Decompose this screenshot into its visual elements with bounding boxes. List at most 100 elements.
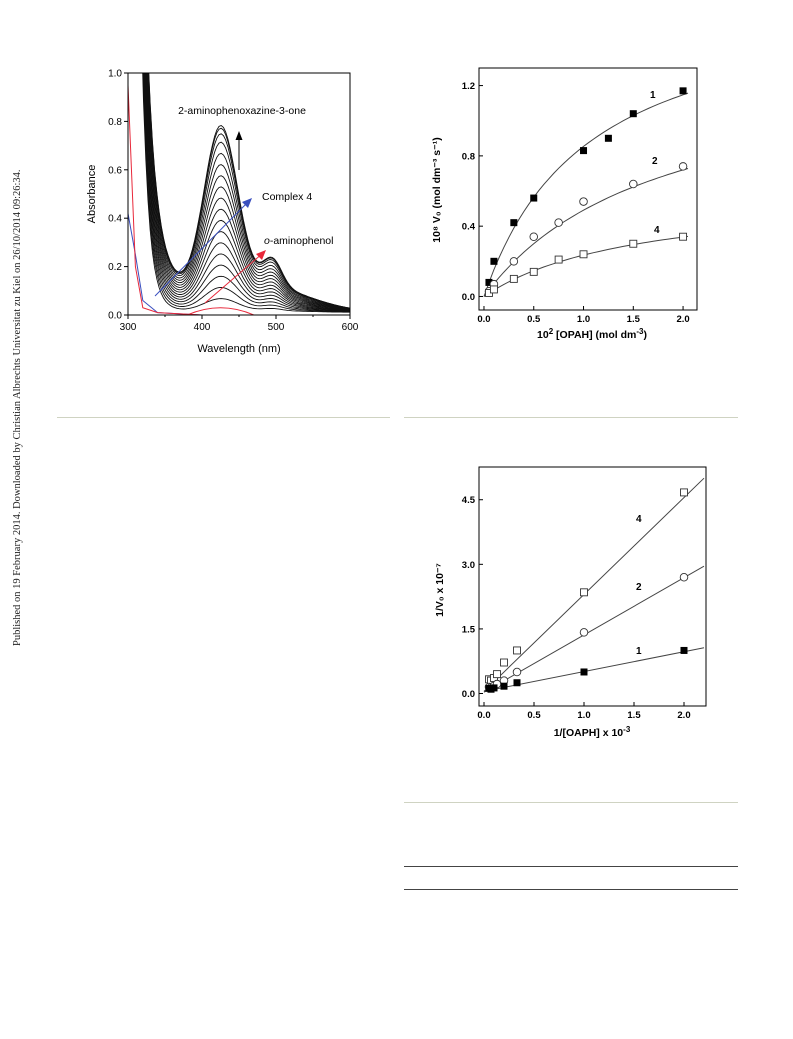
plot-frame (478, 466, 707, 707)
reference-spectrum-o-aminophenol (128, 85, 350, 315)
separator-right-2 (404, 802, 738, 803)
data-point-series-4 (579, 250, 588, 259)
fit-line-series-4 (483, 477, 705, 692)
spectrum-trace-8 (144, 73, 350, 311)
y-tick-label: 0.2 (108, 262, 122, 273)
data-point-series-1 (530, 194, 538, 202)
spectrum-trace-13 (146, 73, 350, 310)
complex-arrowhead (242, 198, 252, 208)
series-label: 1 (636, 646, 642, 657)
spectrum-trace-3 (142, 73, 350, 313)
data-point-series-4 (513, 646, 521, 655)
data-point-series-2 (529, 232, 538, 241)
x-tick-label: 2.0 (677, 710, 690, 721)
data-point-series-1 (629, 110, 637, 118)
complex-annotation: Complex 4 (262, 191, 312, 203)
y-tick-label: 0.0 (108, 311, 122, 322)
x-tick-label: 0.0 (477, 710, 490, 721)
y-axis-label: Absorbance (86, 165, 98, 224)
y-axis-label: 10⁸ V₀ (mol dm⁻³ s⁻¹) (431, 137, 443, 242)
y-tick-label: 0.0 (462, 689, 475, 700)
x-axis-label-sup: -3 (623, 725, 631, 734)
spectrum-trace-14 (147, 73, 350, 310)
data-point-series-1 (679, 87, 687, 95)
data-point-series-1 (580, 147, 588, 155)
table-rule-bottom (404, 889, 738, 890)
y-tick-label: 0.6 (108, 165, 122, 176)
x-axis-label-part: 2 (549, 327, 554, 336)
x-tick-label: 500 (268, 322, 285, 333)
spectrum-trace-12 (146, 73, 350, 310)
y-tick-label: 1.5 (462, 624, 476, 635)
data-point-series-4 (489, 285, 498, 294)
x-tick-label: 1.5 (627, 710, 641, 721)
x-tick-label: 0.0 (477, 314, 490, 325)
data-point-series-4 (509, 274, 518, 283)
plot-frame (478, 67, 698, 311)
y-tick-label: 0.4 (108, 214, 122, 225)
data-point-series-2 (679, 572, 689, 582)
spectrum-trace-10 (145, 73, 350, 311)
x-axis-label: 1/[OAPH] x 10-3 (554, 725, 631, 739)
y-axis-label: 1/V₀ x 10⁻⁷ (434, 563, 446, 617)
data-point-series-2 (509, 257, 519, 266)
x-tick-label: 1.0 (577, 710, 590, 721)
spectrum-trace-15 (147, 73, 350, 309)
series-label: 2 (636, 582, 642, 593)
y-tick-label: 0.8 (108, 117, 122, 128)
separator-left (57, 417, 390, 418)
spectrum-trace-4 (143, 73, 350, 312)
data-point-series-2 (554, 218, 563, 227)
data-point-series-1 (604, 134, 612, 142)
data-point-series-2 (678, 162, 688, 171)
data-point-series-2 (579, 197, 588, 206)
fit-line-series-1 (483, 647, 705, 692)
data-point-series-1 (490, 684, 498, 692)
aminophenol-bump (187, 307, 254, 315)
y-tick-label: 0.4 (462, 222, 476, 233)
data-point-series-4 (679, 232, 688, 241)
y-tick-label: 3.0 (462, 560, 475, 571)
y-tick-label: 1.0 (108, 69, 122, 80)
data-point-series-2 (629, 179, 638, 189)
spectrum-trace-1 (142, 73, 350, 313)
fit-curve-series-2 (483, 168, 689, 297)
trend-arrowhead (235, 131, 243, 140)
x-tick-label: 1.5 (627, 314, 641, 325)
aminophenol-prefix: o (264, 235, 270, 247)
data-point-series-1 (513, 679, 521, 687)
aminophenol-arrow (204, 252, 264, 304)
data-point-series-2 (579, 628, 589, 637)
data-point-series-4 (493, 670, 501, 679)
separator-right-1 (404, 417, 738, 418)
data-point-series-1 (490, 257, 498, 265)
series-label: 4 (636, 514, 642, 525)
x-axis-label-part: [OPAH] (mol dm (553, 329, 636, 341)
data-point-series-1 (680, 646, 688, 654)
x-axis-label: 102 [OPAH] (mol dm-3) (537, 327, 647, 341)
fit-curve-series-1 (483, 92, 689, 297)
data-point-series-1 (510, 219, 518, 227)
spectrum-curves (128, 73, 350, 315)
spectrum-trace-2 (142, 73, 350, 313)
x-tick-label: 2.0 (676, 314, 689, 325)
y-tick-label: 1.2 (462, 81, 475, 92)
x-axis-label-part: ) (643, 329, 647, 341)
y-tick-label: 0.8 (462, 151, 475, 162)
data-point-series-4 (500, 658, 508, 667)
x-tick-label: 0.5 (527, 314, 541, 325)
x-tick-label: 0.5 (527, 710, 541, 721)
series-label: 4 (654, 225, 660, 236)
series-label: 1 (650, 90, 656, 101)
y-tick-label: 0.0 (462, 292, 475, 303)
x-axis-label-main: 1/[OAPH] x 10 (554, 727, 624, 739)
x-tick-label: 400 (194, 322, 211, 333)
complex-arrow (154, 200, 250, 297)
spectrum-trace-11 (146, 73, 350, 311)
spectrum-trace-18 (148, 73, 350, 309)
spectrum-trace-6 (144, 73, 350, 312)
x-axis-label: Wavelength (nm) (197, 343, 280, 355)
